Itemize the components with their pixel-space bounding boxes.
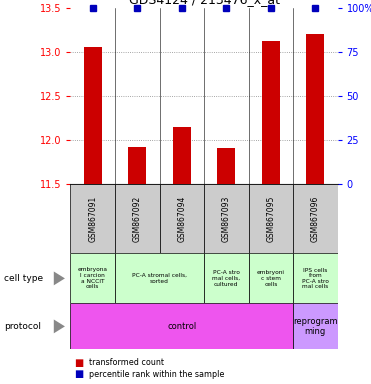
Bar: [115, 253, 204, 303]
Bar: [70, 253, 115, 303]
Text: control: control: [167, 322, 196, 331]
Bar: [293, 303, 338, 349]
Bar: [160, 8, 204, 184]
Text: embryoni
c stem
cells: embryoni c stem cells: [257, 270, 285, 286]
Text: GSM867092: GSM867092: [133, 196, 142, 242]
Bar: [249, 8, 293, 184]
Bar: [115, 184, 160, 253]
Text: GSM867096: GSM867096: [311, 196, 320, 242]
Bar: [217, 148, 235, 184]
Bar: [204, 184, 249, 253]
Text: GSM867095: GSM867095: [266, 196, 275, 242]
Text: embryona
l carcion
a NCCIT
cells: embryona l carcion a NCCIT cells: [78, 268, 108, 289]
Text: percentile rank within the sample: percentile rank within the sample: [89, 370, 224, 379]
Text: ■: ■: [74, 369, 83, 379]
Bar: [70, 303, 293, 349]
Text: GSM867094: GSM867094: [177, 196, 186, 242]
Text: IPS cells
from
PC-A stro
mal cells: IPS cells from PC-A stro mal cells: [302, 268, 329, 289]
Text: GSM867091: GSM867091: [88, 196, 97, 242]
Bar: [204, 8, 249, 184]
Bar: [306, 34, 324, 184]
Bar: [249, 253, 293, 303]
Text: GSM867093: GSM867093: [222, 196, 231, 242]
Bar: [293, 8, 338, 184]
Bar: [293, 253, 338, 303]
Bar: [262, 41, 280, 184]
Bar: [160, 184, 204, 253]
Text: protocol: protocol: [4, 322, 41, 331]
Text: transformed count: transformed count: [89, 358, 164, 367]
Text: cell type: cell type: [4, 274, 43, 283]
Text: ■: ■: [74, 358, 83, 368]
Bar: [293, 184, 338, 253]
Bar: [70, 184, 115, 253]
Bar: [84, 47, 102, 184]
Text: PC-A stromal cells,
sorted: PC-A stromal cells, sorted: [132, 273, 187, 284]
Bar: [115, 8, 160, 184]
Bar: [128, 147, 146, 184]
Bar: [173, 127, 191, 184]
Bar: [70, 8, 115, 184]
Bar: [204, 253, 249, 303]
Title: GDS4124 / 213476_x_at: GDS4124 / 213476_x_at: [128, 0, 280, 7]
Text: PC-A stro
mal cells,
cultured: PC-A stro mal cells, cultured: [212, 270, 240, 286]
Bar: [249, 184, 293, 253]
Text: reprogram
ming: reprogram ming: [293, 317, 338, 336]
